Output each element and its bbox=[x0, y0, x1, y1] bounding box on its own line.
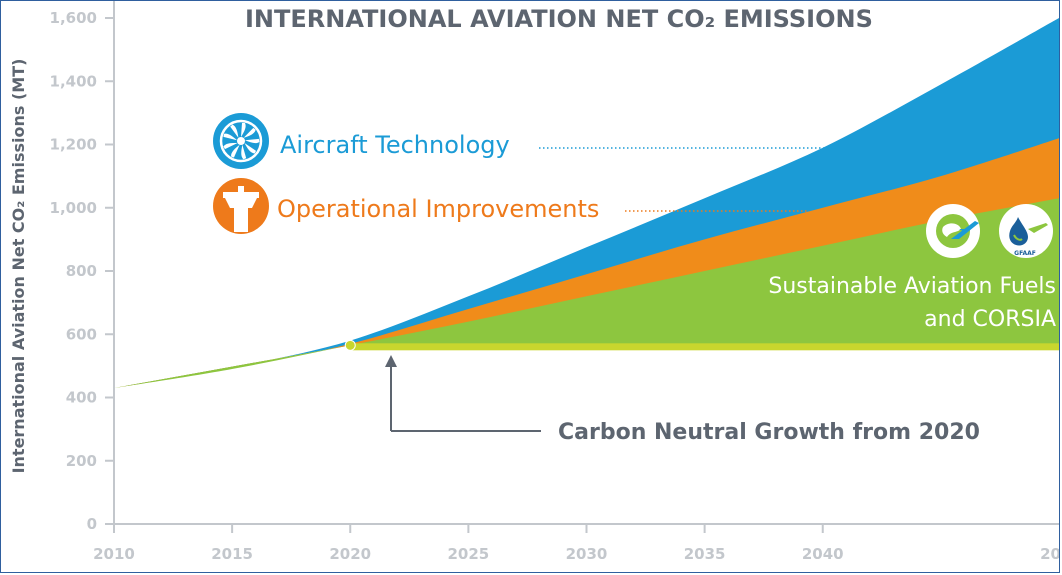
fan-icon bbox=[213, 113, 269, 169]
saf-corsia-label-line1: Sustainable Aviation Fuels bbox=[768, 274, 1056, 299]
y-tick-label: 200 bbox=[66, 452, 97, 470]
y-tick-label: 800 bbox=[66, 262, 97, 280]
x-tick-labels: 2010 2015 2020 2025 2030 2035 2040 20 bbox=[93, 524, 1060, 563]
control-tower-icon bbox=[213, 178, 269, 234]
globe-plane-icon bbox=[926, 204, 980, 258]
y-tick-label: 0 bbox=[87, 515, 97, 533]
x-tick-label: 2035 bbox=[684, 545, 726, 563]
y-tick-labels: 0 200 400 600 800 1,000 1,200 1,400 1,600 bbox=[50, 9, 114, 533]
gfaaf-logo: GFAAF bbox=[999, 204, 1053, 258]
x-tick-label: 2010 bbox=[93, 545, 135, 563]
y-tick-label: 1,400 bbox=[50, 72, 97, 90]
y-tick-label: 1,200 bbox=[50, 136, 97, 154]
x-tick-label: 20 bbox=[1040, 545, 1060, 563]
x-tick-label: 2025 bbox=[448, 545, 490, 563]
y-tick-label: 1,600 bbox=[50, 9, 97, 27]
aircraft-technology-label: Aircraft Technology bbox=[280, 131, 510, 159]
arrow-up-icon bbox=[385, 355, 397, 367]
y-tick-label: 1,000 bbox=[50, 199, 97, 217]
chart-title: INTERNATIONAL AVIATION NET CO₂ EMISSIONS bbox=[245, 5, 873, 33]
x-tick-label: 2015 bbox=[211, 545, 253, 563]
operational-improvements-label: Operational Improvements bbox=[277, 195, 599, 223]
carbon-neutral-growth-label: Carbon Neutral Growth from 2020 bbox=[558, 420, 980, 445]
carbon-neutral-2020-point bbox=[344, 339, 356, 351]
y-axis-label: International Aviation Net CO₂ Emissions… bbox=[9, 59, 28, 474]
series-carbon-neutral-growth bbox=[350, 343, 1059, 351]
carbon-neutral-pointer bbox=[385, 355, 541, 432]
y-tick-label: 400 bbox=[66, 389, 97, 407]
gfaaf-logo-text: GFAAF bbox=[1014, 250, 1036, 257]
x-tick-label: 2030 bbox=[566, 545, 608, 563]
area-layers bbox=[114, 18, 1059, 389]
x-tick-label: 2040 bbox=[802, 545, 844, 563]
series-saf-corsia bbox=[114, 198, 1059, 389]
saf-corsia-label-line2: and CORSIA bbox=[924, 307, 1056, 332]
x-tick-label: 2020 bbox=[329, 545, 371, 563]
y-tick-label: 600 bbox=[66, 325, 97, 343]
